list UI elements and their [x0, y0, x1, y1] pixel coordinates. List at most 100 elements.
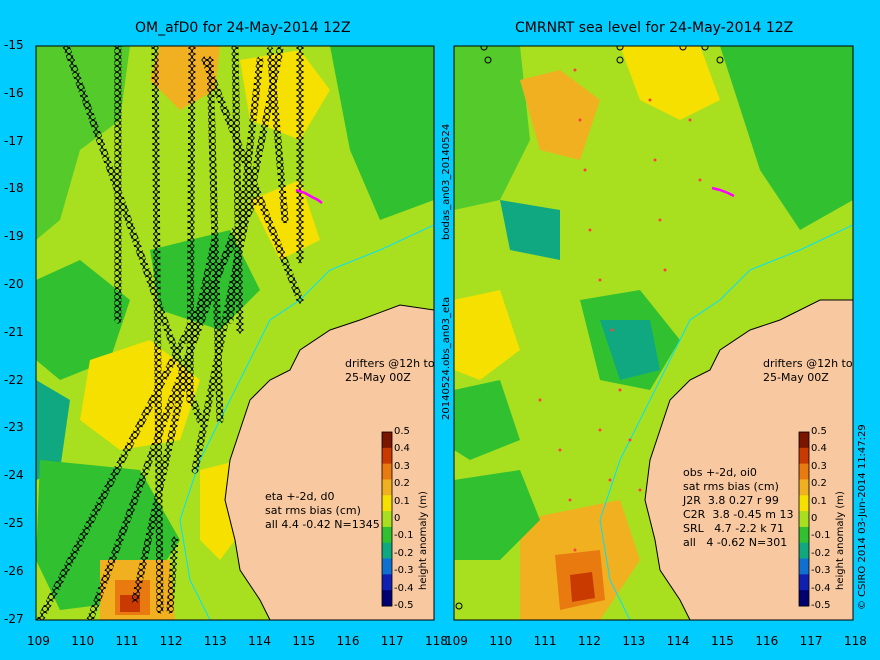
left-stats-note: eta +-2d, d0 sat rms bias (cm) all 4.4 -… [265, 490, 380, 531]
colorbar-tick: -0.5 [811, 600, 831, 611]
lon-tick: 113 [203, 634, 227, 648]
lon-tick: 113 [622, 634, 646, 648]
lat-tick: -22 [4, 372, 24, 387]
lon-tick: 117 [799, 634, 823, 648]
lat-tick: -16 [4, 85, 24, 100]
colorbar-swatch [382, 542, 392, 560]
colorbar-swatch [382, 495, 392, 512]
right-panel-frame [453, 45, 854, 621]
colorbar-tick: 0.3 [394, 460, 410, 472]
colorbar-swatch [382, 479, 392, 496]
lon-tick: 110 [489, 634, 513, 648]
colorbar-tick: 0.4 [394, 443, 410, 455]
lat-tick: -19 [4, 229, 24, 244]
colorbar-tick: -0.4 [811, 582, 831, 594]
left-panel-frame [35, 45, 435, 621]
lon-tick: 112 [159, 634, 183, 648]
lat-tick: -20 [4, 277, 24, 291]
colorbar-tick: -0.1 [394, 530, 414, 542]
colorbar-swatch [382, 526, 392, 544]
colorbar-tick: -0.3 [394, 565, 414, 577]
lon-tick: 114 [248, 634, 272, 648]
lat-tick: -25 [4, 516, 24, 530]
colorbar-tick: 0.1 [394, 495, 410, 507]
lat-tick: -15 [4, 38, 24, 52]
colorbar-tick: 0 [394, 513, 401, 524]
colorbar-tick: 0.4 [811, 443, 827, 455]
lon-tick: 109 [445, 634, 468, 648]
lon-tick: 115 [292, 634, 316, 648]
colorbar-tick: 0.2 [811, 478, 827, 490]
credit-label: © CSIRO 2014 03-Jun-2014 11:47:29 [857, 424, 868, 610]
colorbar-swatch [799, 463, 809, 480]
right-obs-circles [455, 46, 724, 610]
right-anomaly-field [454, 46, 853, 620]
lat-tick: -26 [4, 563, 24, 578]
lon-tick: 110 [71, 634, 95, 648]
colorbar-swatch [799, 590, 809, 607]
lon-tick: 111 [533, 634, 557, 648]
colorbar-swatch [382, 463, 392, 480]
colorbar-swatch [382, 574, 392, 591]
colorbar-swatch [382, 447, 392, 465]
left-drifter-track [295, 188, 323, 204]
colorbar-swatch [799, 542, 809, 560]
lat-tick: -18 [4, 181, 24, 196]
colorbar-tick: -0.5 [394, 600, 414, 611]
right-map-title: CMRNRT sea level for 24-May-2014 12Z [515, 20, 794, 36]
colorbar-swatch [799, 479, 809, 496]
colorbar-swatch [799, 511, 809, 528]
lon-tick: 118 [425, 634, 448, 648]
right-obs-dots [538, 68, 702, 552]
lat-tick: -24 [4, 468, 24, 483]
left-colorbar-label: height anomaly (m) [418, 491, 429, 590]
colorbar-swatch [799, 526, 809, 544]
lat-tick: -23 [4, 420, 24, 435]
left-colorbar [381, 431, 393, 607]
obs-file-label: 20140524.obs_an03_eta [441, 296, 452, 420]
lon-tick: 115 [711, 634, 734, 648]
left-map-panel [36, 46, 434, 620]
right-drifters-note: drifters @12h to 25-May 00Z [763, 357, 853, 384]
colorbar-tick: 0.2 [394, 478, 410, 490]
colorbar-swatch [799, 447, 809, 465]
colorbar-tick: -0.4 [394, 582, 414, 594]
right-colorbar-label: height anomaly (m) [835, 491, 846, 590]
lon-tick: 116 [336, 634, 360, 648]
lat-tick: -27 [4, 611, 24, 626]
left-map-title: OM_afD0 for 24-May-2014 12Z [135, 20, 351, 36]
colorbar-swatch [382, 590, 392, 607]
left-drifters-note: drifters @12h to 25-May 00Z [345, 357, 435, 384]
colorbar-swatch [799, 558, 809, 575]
colorbar-tick: -0.3 [811, 565, 831, 577]
left-satellite-tracks [36, 46, 304, 620]
colorbar-tick: 0.3 [811, 460, 827, 472]
colorbar-swatch [382, 432, 392, 449]
lat-tick: -17 [4, 133, 24, 148]
lon-tick: 109 [27, 634, 50, 648]
colorbar-swatch [799, 495, 809, 512]
colorbar-tick: 0.1 [811, 495, 827, 507]
lon-tick: 118 [844, 634, 867, 648]
lon-tick: 117 [380, 634, 404, 648]
colorbar-tick: -0.2 [394, 547, 414, 559]
right-drifter-track [711, 186, 735, 198]
colorbar-swatch [382, 511, 392, 528]
lon-tick: 111 [115, 634, 139, 648]
lon-tick: 112 [578, 634, 601, 648]
colorbar-tick: 0.5 [811, 426, 827, 437]
colorbar-tick: 0 [811, 513, 818, 524]
colorbar-swatch [382, 558, 392, 575]
colorbar-swatch [799, 432, 809, 449]
lon-tick: 114 [666, 634, 690, 648]
right-stats-note: obs +-2d, oi0 sat rms bias (cm) J2R 3.8 … [683, 466, 794, 549]
colorbar-tick: -0.2 [811, 547, 831, 559]
lon-tick: 116 [755, 634, 779, 648]
colorbar-swatch [799, 574, 809, 591]
lat-tick: -21 [4, 324, 24, 339]
colorbar-tick: 0.5 [394, 426, 410, 437]
right-colorbar [798, 431, 810, 607]
run-id-label: bodas_an03_20140524 [441, 123, 452, 240]
colorbar-tick: -0.1 [811, 530, 831, 542]
